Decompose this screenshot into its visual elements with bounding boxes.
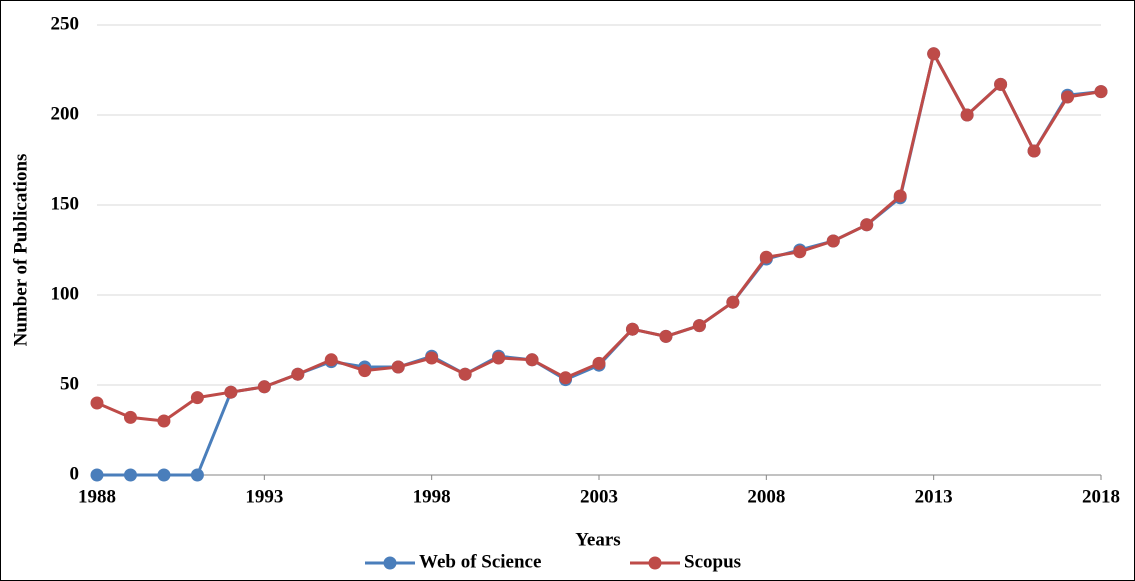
series-marker (358, 364, 372, 378)
series-marker (759, 250, 773, 264)
y-tick-label: 150 (51, 193, 80, 214)
x-tick-label: 2018 (1082, 486, 1120, 507)
series-marker (157, 468, 171, 482)
y-tick-label: 200 (51, 103, 80, 124)
y-tick-label: 50 (60, 373, 79, 394)
series-marker (123, 410, 137, 424)
legend-label: Scopus (684, 551, 741, 572)
legend-marker (383, 556, 397, 570)
series-marker (224, 385, 238, 399)
series-marker (927, 47, 941, 61)
x-tick-label: 2008 (747, 486, 785, 507)
series-marker (391, 360, 405, 374)
x-tick-label: 1988 (78, 486, 116, 507)
x-tick-label: 2013 (915, 486, 953, 507)
x-axis-label: Years (575, 529, 620, 550)
series-marker (726, 295, 740, 309)
series-marker (893, 189, 907, 203)
series-marker (90, 396, 104, 410)
series-marker (324, 353, 338, 367)
series-marker (559, 371, 573, 385)
series-marker (793, 245, 807, 259)
legend-label: Web of Science (419, 551, 541, 572)
y-axis-label: Number of Publications (10, 154, 31, 347)
series-marker (960, 108, 974, 122)
series-marker (257, 380, 271, 394)
series-marker (826, 234, 840, 248)
series-marker (592, 356, 606, 370)
series-marker (123, 468, 137, 482)
x-tick-label: 1998 (413, 486, 451, 507)
series-marker (1061, 90, 1075, 104)
series-marker (860, 218, 874, 232)
series-marker (1027, 144, 1041, 158)
series-marker (425, 351, 439, 365)
series-marker (492, 351, 506, 365)
y-tick-label: 250 (51, 13, 80, 34)
series-marker (157, 414, 171, 428)
series-marker (190, 391, 204, 405)
series-marker (190, 468, 204, 482)
y-tick-label: 0 (70, 463, 80, 484)
x-tick-label: 1993 (245, 486, 283, 507)
x-tick-label: 2003 (580, 486, 618, 507)
series-marker (90, 468, 104, 482)
y-tick-label: 100 (51, 283, 80, 304)
series-marker (659, 329, 673, 343)
series-marker (994, 77, 1008, 91)
series-marker (458, 367, 472, 381)
legend-marker (648, 556, 662, 570)
series-marker (625, 322, 639, 336)
series-marker (1094, 85, 1108, 99)
series-marker (291, 367, 305, 381)
series-marker (692, 319, 706, 333)
series-marker (525, 353, 539, 367)
